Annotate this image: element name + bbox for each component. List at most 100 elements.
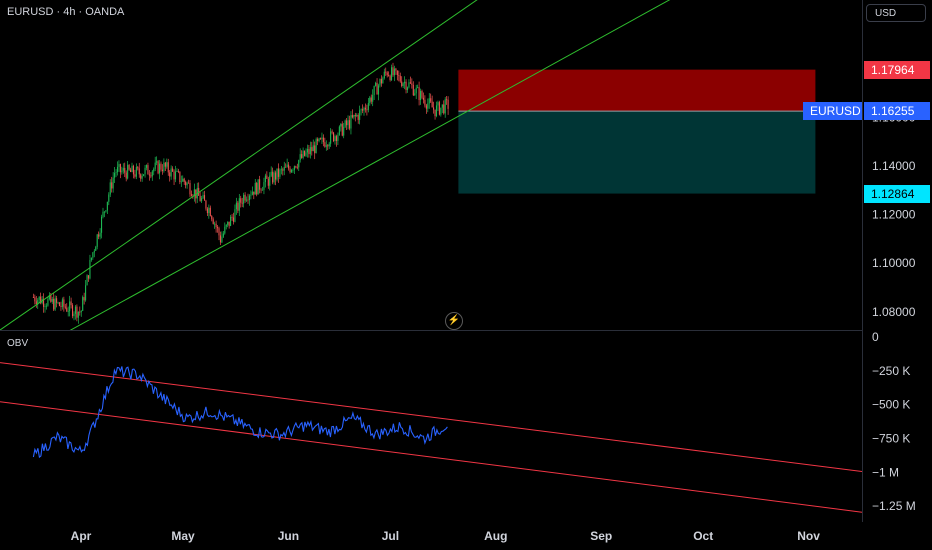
candle-body xyxy=(420,91,422,101)
eurusd-price-label[interactable]: 1.16255 xyxy=(864,102,930,121)
stop-price-label[interactable]: 1.17964 xyxy=(864,60,930,79)
candle-body xyxy=(154,162,156,169)
candle-body xyxy=(159,163,161,174)
candle-body xyxy=(54,298,56,310)
candle-body xyxy=(253,191,255,195)
candle-body xyxy=(330,131,332,144)
candle-body xyxy=(182,178,184,182)
x-tick-label: Nov xyxy=(797,529,820,543)
x-tick-label: Jun xyxy=(278,529,299,543)
candle-body xyxy=(433,107,435,110)
candle-body xyxy=(279,169,281,177)
candle-body xyxy=(121,170,123,173)
candle-body xyxy=(92,252,94,258)
candle-body xyxy=(69,301,71,312)
candle-body xyxy=(53,298,55,310)
obv-channel-lower-line[interactable] xyxy=(0,401,862,513)
candle-body xyxy=(40,296,42,304)
candle-body xyxy=(222,233,224,237)
candle-body xyxy=(369,97,371,104)
eurusd-symbol-label[interactable]: EURUSD xyxy=(803,102,862,121)
target-price-label[interactable]: 1.12864 xyxy=(864,184,930,203)
candle-body xyxy=(190,194,192,196)
candle-body xyxy=(60,305,62,307)
candle-body xyxy=(51,298,53,302)
candle-body xyxy=(217,227,219,229)
candle-body xyxy=(241,202,243,204)
candle-body xyxy=(43,298,45,307)
candle-body xyxy=(225,224,227,227)
candle-body xyxy=(375,82,377,86)
candle-body xyxy=(312,145,314,152)
candle-body xyxy=(269,175,271,186)
candle-body xyxy=(337,134,339,141)
candle-body xyxy=(283,166,285,171)
candle-body xyxy=(201,198,203,202)
candle-body xyxy=(257,179,259,195)
candle-body xyxy=(244,194,246,201)
candle-body xyxy=(156,161,158,163)
candle-body xyxy=(385,71,387,73)
candle-body xyxy=(67,311,69,313)
candle-body xyxy=(215,223,217,228)
candle-body xyxy=(393,68,395,76)
candle-body xyxy=(379,78,381,86)
candle-body xyxy=(93,250,95,253)
channel-lower-line[interactable] xyxy=(0,0,862,369)
candle-body xyxy=(421,91,423,98)
candle-body xyxy=(137,167,139,169)
candle-body xyxy=(259,179,261,190)
candle-body xyxy=(353,114,355,118)
candle-body xyxy=(276,168,278,180)
candle-body xyxy=(341,123,343,136)
candle-body xyxy=(418,87,420,101)
candle-body xyxy=(37,299,39,305)
candle-body xyxy=(335,136,337,141)
currency-selector[interactable]: USD xyxy=(866,4,926,22)
symbol-title[interactable]: EURUSD · 4h · OANDA xyxy=(7,6,125,18)
candle-body xyxy=(250,194,252,196)
candle-body xyxy=(444,99,446,114)
candle-body xyxy=(108,194,110,202)
candle-body xyxy=(430,98,432,102)
candle-body xyxy=(102,211,104,217)
candle-body xyxy=(301,154,303,158)
candle-body xyxy=(106,201,108,211)
candle-body xyxy=(272,171,274,183)
candle-body xyxy=(72,305,74,317)
candle-body xyxy=(314,145,316,154)
candle-body xyxy=(227,221,229,225)
lightning-icon[interactable]: ⚡ xyxy=(445,312,463,330)
candle-body xyxy=(395,68,397,71)
candle-body xyxy=(35,301,37,305)
candle-body xyxy=(376,82,378,95)
candle-body xyxy=(214,223,216,225)
candle-body xyxy=(116,166,119,173)
candle-body xyxy=(82,297,84,311)
candle-body xyxy=(251,191,253,195)
candle-body xyxy=(398,74,400,76)
obv-channel-upper-line[interactable] xyxy=(0,362,862,473)
channel-upper-line[interactable] xyxy=(0,0,862,330)
y-tick-label: 1.14000 xyxy=(872,159,916,173)
candle-body xyxy=(356,114,358,117)
candle-body xyxy=(212,219,214,224)
candle-body xyxy=(169,172,171,177)
candle-body xyxy=(188,182,190,184)
candle-body xyxy=(319,138,322,140)
obv-indicator-label[interactable]: OBV xyxy=(7,338,29,349)
candle-body xyxy=(128,164,130,170)
candle-body xyxy=(388,75,390,76)
candle-body xyxy=(235,202,237,210)
candle-body xyxy=(86,275,88,286)
candle-body xyxy=(411,83,413,85)
take-profit-zone[interactable] xyxy=(458,111,816,194)
stop-loss-zone[interactable] xyxy=(458,69,816,112)
y-tick-label: 1.12000 xyxy=(872,208,916,222)
candle-body xyxy=(304,150,306,156)
candle-body xyxy=(134,174,136,177)
candle-body xyxy=(351,115,353,118)
candle-body xyxy=(348,120,351,129)
candle-body xyxy=(286,164,288,167)
